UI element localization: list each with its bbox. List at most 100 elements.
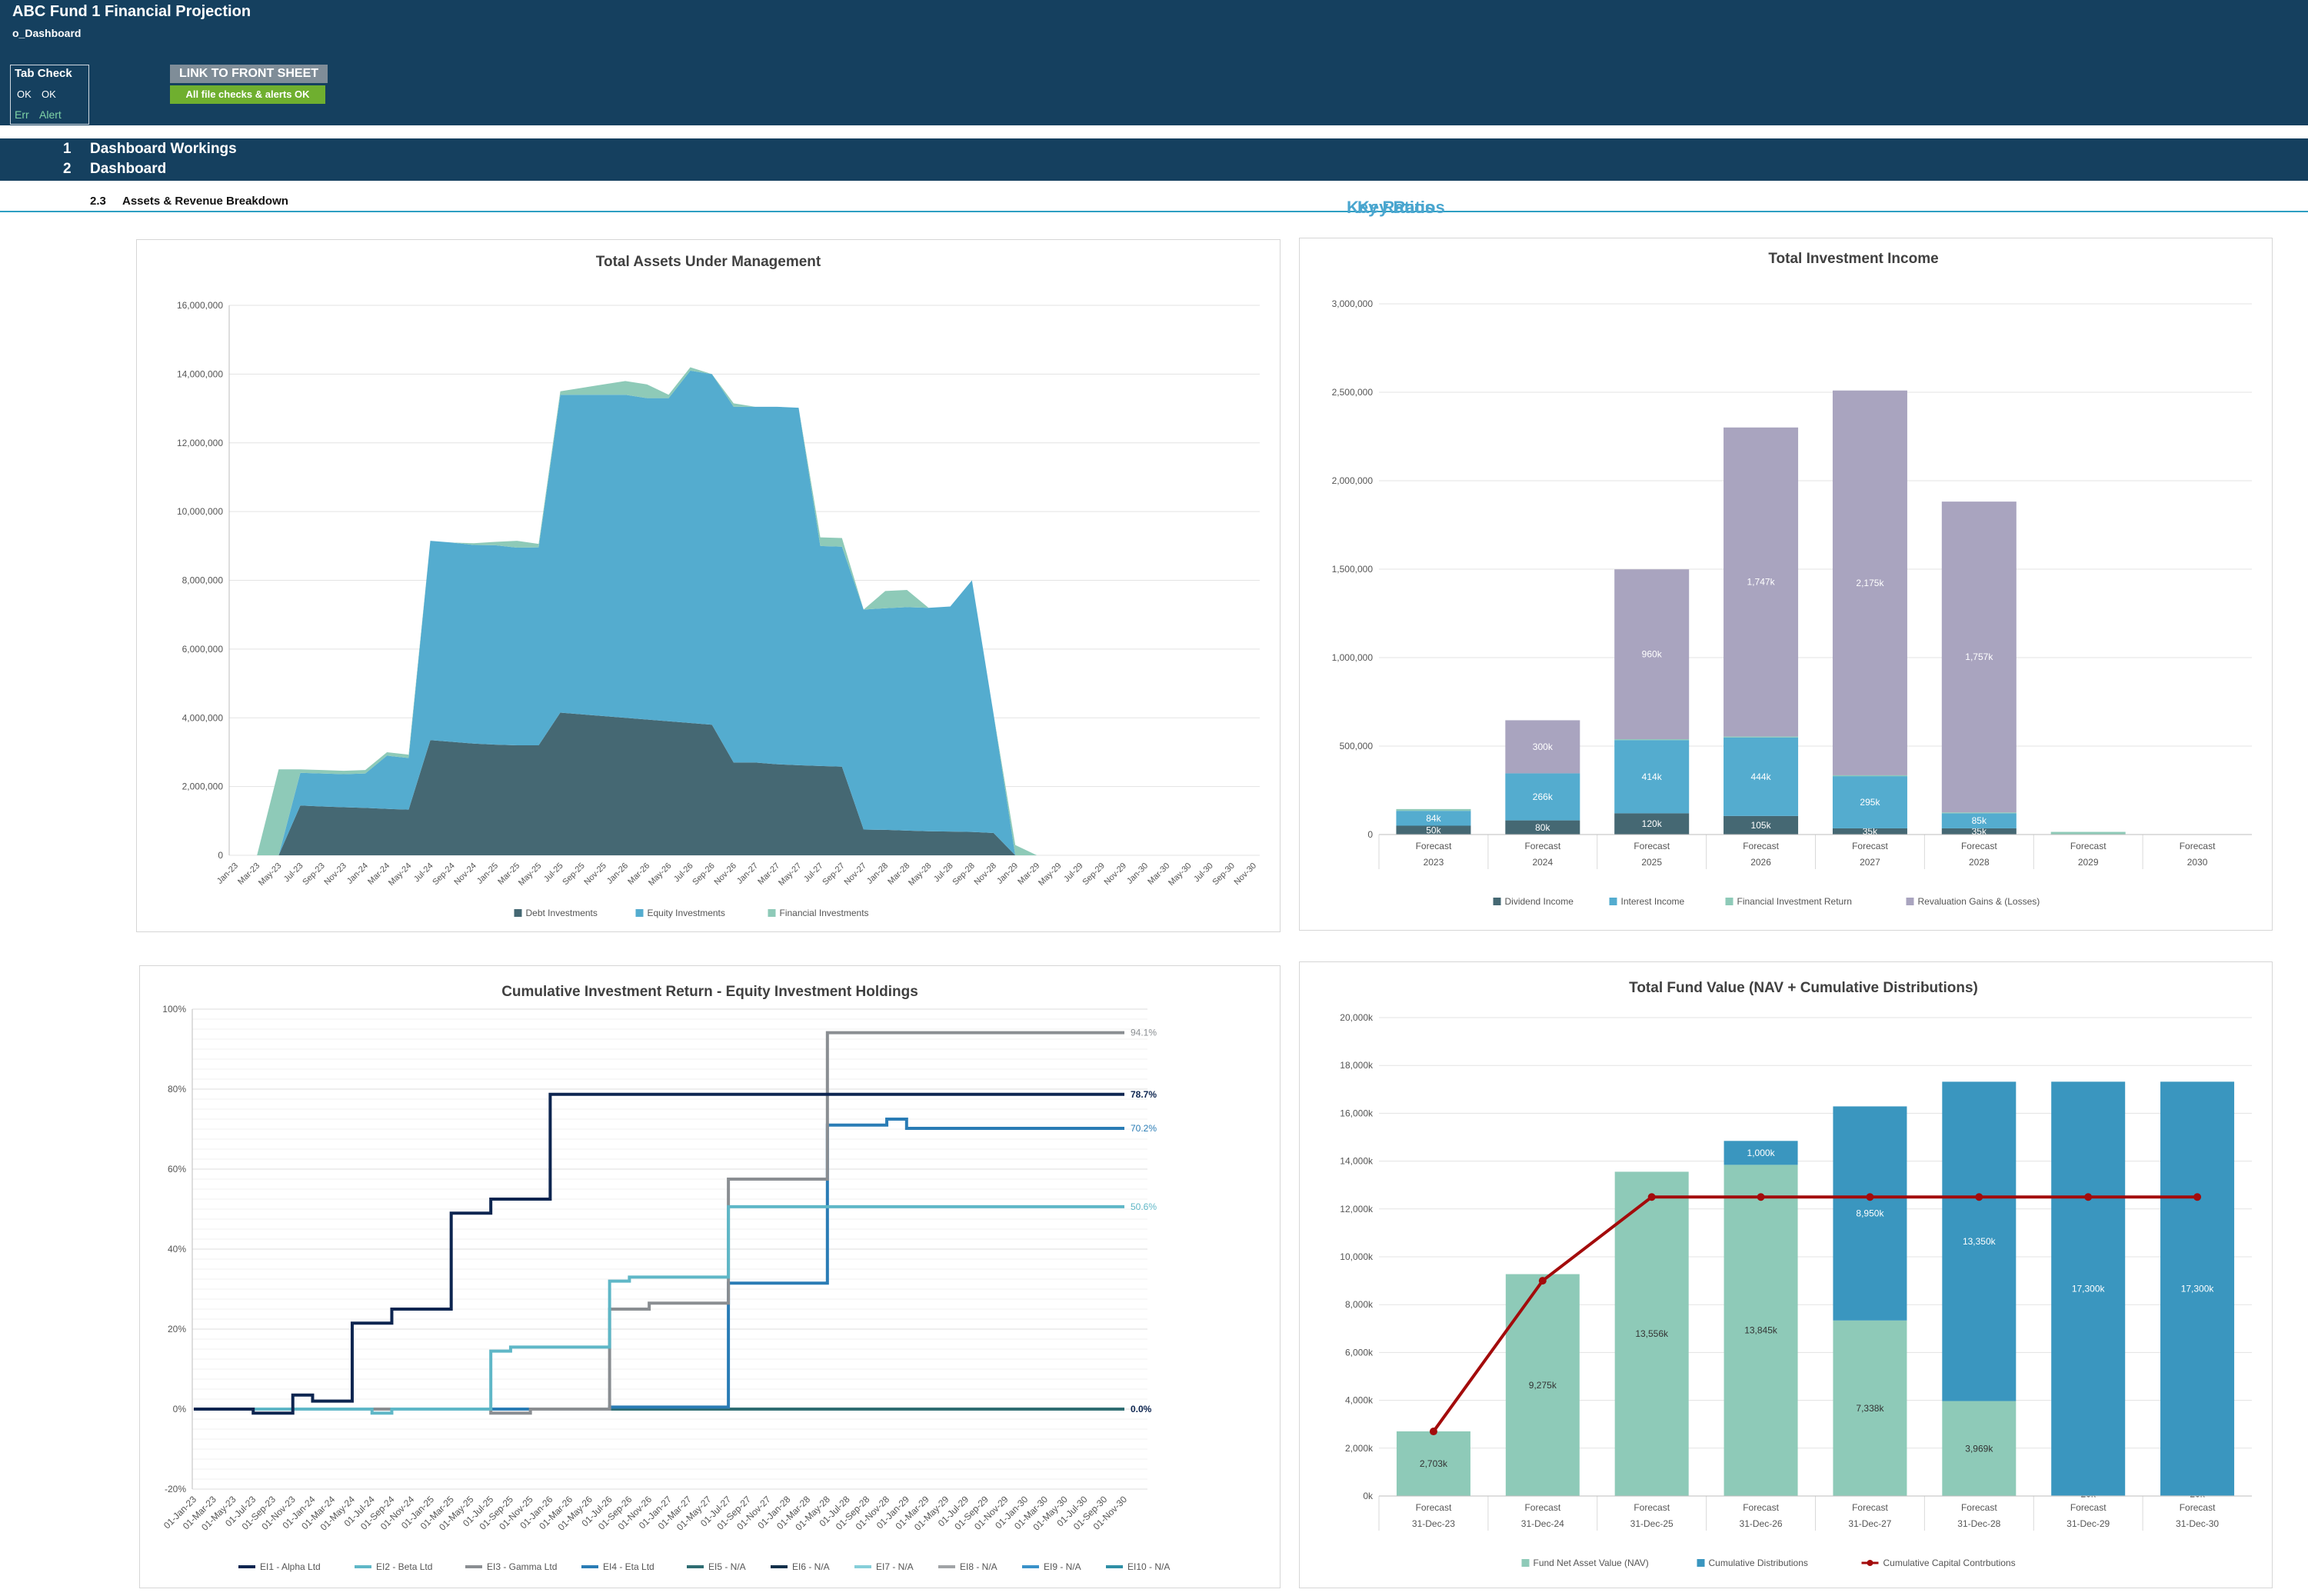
- fundvalue-bar: [1942, 1401, 2017, 1496]
- tab-check-ok-2: OK: [42, 88, 56, 100]
- fundvalue-bar: [1942, 1081, 2017, 1401]
- fundvalue-bar: [2051, 1081, 2126, 1496]
- fundvalue-data-label: 17,300k: [2181, 1283, 2215, 1294]
- aum-y-tick-label: 14,000,000: [177, 368, 223, 379]
- returns-legend-label: EI8 - N/A: [960, 1561, 997, 1572]
- fundvalue-y-tick-label: 8,000k: [1345, 1299, 1374, 1310]
- returns-end-label: 94.1%: [1131, 1028, 1157, 1038]
- fundvalue-x-prefix: Forecast: [2180, 1502, 2216, 1513]
- chart-returns: Cumulative Investment Return - Equity In…: [162, 984, 1170, 1572]
- aum-x-tick-label: Sep-29: [1081, 861, 1107, 888]
- income-x-prefix: Forecast: [2070, 841, 2107, 851]
- fundvalue-data-label: 9,275k: [1529, 1380, 1557, 1391]
- fundvalue-capital-marker: [1866, 1193, 1874, 1201]
- fundvalue-x-prefix: Forecast: [1961, 1502, 1997, 1513]
- fundvalue-legend-marker: [1867, 1560, 1873, 1566]
- fundvalue-data-label: 13,556k: [1635, 1328, 1669, 1339]
- chart-aum-panel[interactable]: Total Assets Under Management 16,000,000 1…: [136, 239, 1281, 932]
- chart-income-panel[interactable]: Total Investment Income 3,000,000 2,500,00…: [1299, 238, 2273, 931]
- income-bar: [1396, 808, 1471, 811]
- income-bar: [1396, 811, 1471, 826]
- fundvalue-legend-label: Cumulative Capital Contrbutions: [1883, 1558, 2016, 1568]
- fundvalue-bar: [1396, 1431, 1470, 1496]
- section-1-label[interactable]: Dashboard Workings: [90, 141, 237, 157]
- income-y-tick-label: 2,500,000: [1332, 387, 1374, 398]
- income-bar: [1832, 776, 1907, 828]
- aum-x-tick-label: Sep-23: [301, 861, 327, 888]
- aum-legend-swatch: [514, 909, 522, 917]
- chart-fundvalue: Total Fund Value (NAV + Cumulative Distr…: [1340, 980, 2252, 1568]
- income-legend-label: Financial Investment Return: [1737, 896, 1852, 907]
- tab-check-box: Tab Check OK OK Err Alert: [10, 65, 89, 125]
- section-2-label[interactable]: Dashboard: [90, 161, 167, 177]
- fundvalue-bar: [1724, 1141, 1798, 1165]
- fundvalue-y-tick-label: 16,000k: [1340, 1108, 1374, 1118]
- aum-x-tick-label: May-24: [387, 861, 413, 888]
- aum-x-tick-label: Jan-26: [605, 861, 630, 886]
- chart-title: Cumulative Investment Return - Equity In…: [501, 984, 918, 1000]
- income-data-label: 35k: [1863, 826, 1878, 837]
- aum-x-tick-label: Jan-29: [995, 861, 1020, 886]
- key-ratios-title: Key Ratios: [1347, 198, 1434, 217]
- income-legend-label: Dividend Income: [1505, 896, 1574, 907]
- section-2-number: 2: [63, 161, 72, 177]
- income-data-label: 120k: [1642, 818, 1663, 829]
- fundvalue-x-prefix: Forecast: [1416, 1502, 1452, 1513]
- fundvalue-capital-marker: [1647, 1193, 1656, 1201]
- tab-check-alert: Alert: [39, 108, 62, 121]
- returns-end-label: 70.2%: [1131, 1123, 1157, 1134]
- income-bar: [1724, 737, 1799, 816]
- aum-x-tick-label: Sep-25: [561, 861, 587, 888]
- income-x-prefix: Forecast: [1961, 841, 1997, 851]
- fundvalue-x-prefix: Forecast: [1634, 1502, 1670, 1513]
- income-x-prefix: Forecast: [1524, 841, 1560, 851]
- chart-income: Total Investment Income 3,000,000 2,500,00…: [1332, 251, 2252, 907]
- fundvalue-x-prefix: Forecast: [1852, 1502, 1888, 1513]
- income-legend-swatch: [1725, 898, 1733, 905]
- fundvalue-legend-label: Fund Net Asset Value (NAV): [1534, 1558, 1649, 1568]
- returns-y-tick-label: -20%: [165, 1484, 186, 1494]
- income-bar: [1505, 720, 1580, 774]
- income-y-tick-label: 1,000,000: [1332, 652, 1374, 663]
- aum-x-tick-label: Jan-23: [215, 861, 240, 886]
- status-badge: All file checks & alerts OK: [170, 85, 325, 104]
- income-x-label: 2023: [1424, 857, 1444, 868]
- chart-returns-panel[interactable]: Cumulative Investment Return - Equity In…: [139, 965, 1281, 1588]
- income-data-label: 80k: [1535, 822, 1550, 833]
- income-x-label: 2029: [2078, 857, 2099, 868]
- income-data-label: 35k: [1972, 826, 1987, 837]
- aum-legend-label: Financial Investments: [780, 908, 869, 918]
- aum-y-tick-label: 16,000,000: [177, 300, 223, 311]
- fundvalue-bar: [1614, 1171, 1689, 1496]
- link-to-front-sheet-button[interactable]: LINK TO FRONT SHEET: [170, 65, 328, 83]
- income-y-tick-label: 3,000,000: [1332, 298, 1374, 309]
- chart-aum: Total Assets Under Management 16,000,000 1…: [177, 254, 1260, 918]
- aum-y-tick-label: 12,000,000: [177, 438, 223, 448]
- aum-legend-label: Debt Investments: [526, 908, 598, 918]
- fundvalue-legend-swatch: [1521, 1559, 1530, 1567]
- income-bar: [1724, 427, 1799, 737]
- income-data-label: 84k: [1426, 813, 1441, 824]
- chart-fundvalue-panel[interactable]: Total Fund Value (NAV + Cumulative Distr…: [1299, 961, 2273, 1588]
- returns-end-label: 78.7%: [1131, 1089, 1157, 1100]
- fundvalue-capital-marker: [1757, 1193, 1765, 1201]
- income-bar: [1614, 739, 1690, 741]
- income-x-label: 2025: [1641, 857, 1662, 868]
- returns-legend-label: EI6 - N/A: [792, 1561, 830, 1572]
- fundvalue-data-label: 1,000k: [1747, 1148, 1776, 1158]
- header-bar: ABC Fund 1 Financial Projection o_Dashbo…: [0, 0, 2308, 125]
- aum-x-tick-label: May-23: [257, 861, 283, 888]
- fundvalue-y-tick-label: 12,000k: [1340, 1204, 1374, 1214]
- fundvalue-y-tick-label: 10,000k: [1340, 1251, 1374, 1262]
- income-bar: [1832, 390, 1907, 775]
- fundvalue-data-label: 7,338k: [1856, 1403, 1884, 1414]
- aum-y-tick-label: 8,000,000: [182, 575, 224, 586]
- subsection-divider: [0, 211, 2308, 212]
- fundvalue-x-label: 31-Dec-29: [2067, 1518, 2110, 1529]
- aum-x-tick-label: Nov-27: [842, 861, 868, 888]
- aum-x-tick-label: Sep-27: [821, 861, 847, 888]
- fundvalue-y-tick-label: 6,000k: [1345, 1347, 1374, 1358]
- income-legend-swatch: [1906, 898, 1914, 905]
- aum-x-tick-label: Nov-23: [322, 861, 348, 888]
- income-bar: [1941, 501, 2017, 813]
